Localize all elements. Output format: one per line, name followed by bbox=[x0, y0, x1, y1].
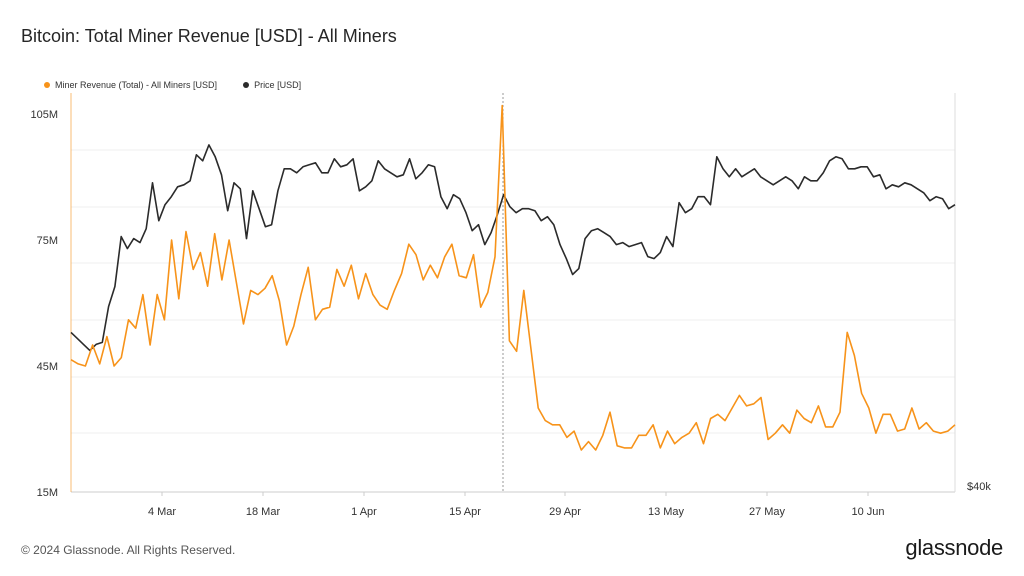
x-tick-label: 15 Apr bbox=[449, 506, 481, 518]
y-tick-label-right: $40k bbox=[967, 481, 991, 493]
x-tick-labels: 4 Mar 18 Mar 1 Apr 15 Apr 29 Apr 13 May 27 May… bbox=[148, 492, 885, 518]
y-tick-label-left: 45M bbox=[37, 361, 58, 373]
copyright-text: © 2024 Glassnode. All Rights Reserved. bbox=[21, 543, 236, 557]
legend-label-price: Price [USD] bbox=[254, 80, 302, 90]
x-tick-label: 10 Jun bbox=[851, 506, 884, 518]
legend-label-revenue: Miner Revenue (Total) - All Miners [USD] bbox=[55, 80, 218, 90]
legend-item-revenue[interactable]: Miner Revenue (Total) - All Miners [USD] bbox=[44, 80, 217, 90]
y-tick-labels: 15M 45M 75M 105M $40k bbox=[30, 109, 991, 499]
chart-title: Bitcoin: Total Miner Revenue [USD] - All… bbox=[21, 26, 397, 46]
y-tick-label-left: 105M bbox=[30, 109, 58, 121]
chart-legend: Miner Revenue (Total) - All Miners [USD]… bbox=[44, 80, 301, 90]
legend-item-price[interactable]: Price [USD] bbox=[243, 80, 301, 90]
grid-lines bbox=[71, 149, 955, 434]
y-tick-label-left: 15M bbox=[37, 487, 58, 499]
series-line-price bbox=[70, 144, 956, 352]
legend-dot-price bbox=[243, 82, 250, 88]
glassnode-logo: glassnode bbox=[905, 535, 1003, 560]
x-tick-label: 4 Mar bbox=[148, 506, 176, 518]
x-tick-label: 13 May bbox=[648, 506, 685, 518]
x-tick-label: 27 May bbox=[749, 506, 786, 518]
axes bbox=[70, 93, 956, 493]
x-tick-label: 18 Mar bbox=[246, 506, 281, 518]
x-tick-label: 1 Apr bbox=[351, 506, 377, 518]
series-layer bbox=[70, 104, 956, 451]
x-tick-label: 29 Apr bbox=[549, 506, 581, 518]
legend-dot-revenue bbox=[44, 82, 50, 88]
series-line-revenue bbox=[70, 104, 956, 451]
y-tick-label-left: 75M bbox=[37, 235, 58, 247]
